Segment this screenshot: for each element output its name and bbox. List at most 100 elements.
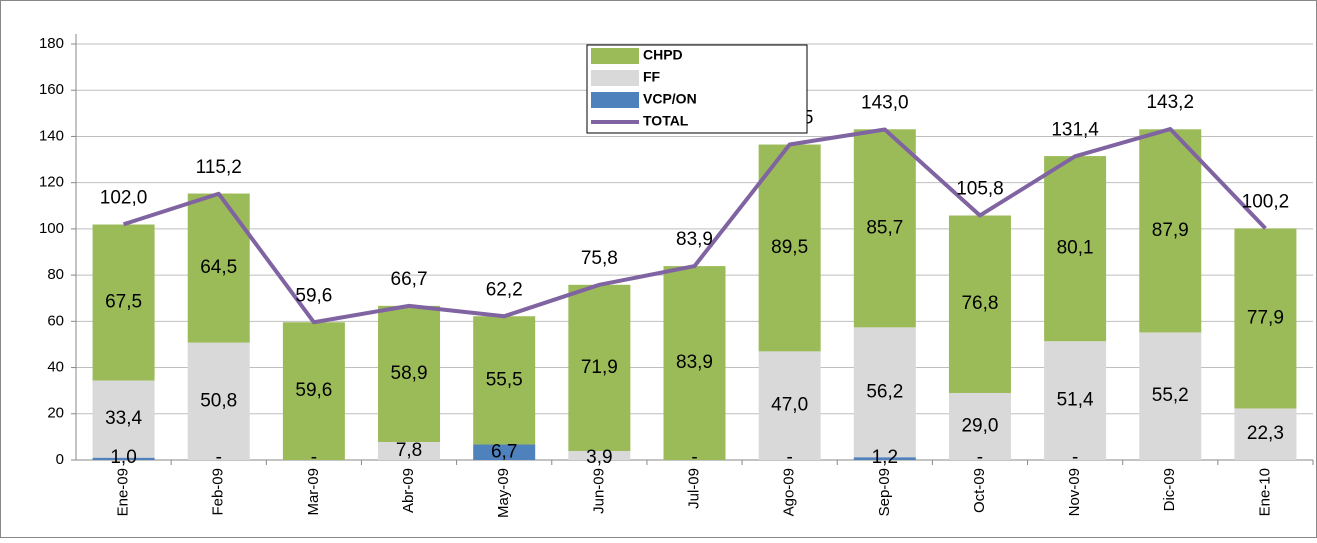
value-label: 33,4 [105,408,142,429]
total-line [122,127,1267,325]
line-value-label: 102,0 [100,187,148,208]
y-tick-label: 0 [56,451,64,468]
y-tick-label: 140 [39,127,64,144]
line-value-label: 143,2 [1146,92,1194,113]
value-label: 50,8 [200,390,237,411]
bar-segment [282,322,345,460]
x-tick-label: Nov-09 [1066,468,1083,516]
bar-segment [473,444,536,460]
bar-segment [473,316,536,445]
value-label: 6,7 [491,441,517,462]
value-label: - [786,447,792,468]
legend-label: VCP/ON [643,91,697,107]
bar-segment [92,457,155,460]
legend-swatch [591,48,639,64]
bar-segment [948,392,1011,460]
value-label: 7,8 [396,440,422,461]
bar-segment [1234,408,1297,460]
value-label: - [691,447,697,468]
bar-segment [187,342,250,460]
value-label: 87,9 [1152,220,1189,241]
x-tick-label: Sep-09 [876,468,893,516]
line-value-label: 75,8 [581,248,618,269]
bar-segment [853,327,916,458]
value-label: 77,9 [1247,307,1284,328]
bar-segment [1139,129,1202,333]
y-tick-label: 60 [47,312,64,329]
value-label: 58,9 [391,363,428,384]
value-label: 67,5 [105,292,142,313]
value-label: 55,5 [486,369,523,390]
value-label: 59,6 [295,380,332,401]
value-label: 76,8 [961,293,998,314]
value-label: - [311,447,317,468]
x-tick-label: Mar-09 [305,468,322,516]
bar-segment [1234,228,1297,409]
y-tick-label: 100 [39,220,64,237]
y-tick-label: 80 [47,266,64,283]
line-value-label: 115,2 [196,157,242,178]
x-tick-label: Ene-09 [115,468,132,516]
value-label: 71,9 [581,357,618,378]
value-label: 3,9 [586,447,612,468]
value-label: - [216,447,222,468]
y-tick-label: 180 [39,35,64,52]
x-tick-label: Ago-09 [781,468,798,516]
x-tick-label: Oct-09 [971,468,988,513]
line-value-label: 143,0 [861,93,909,114]
y-tick-label: 160 [39,81,64,98]
x-tick-label: Ene-10 [1256,468,1273,516]
bar-segment [1044,341,1107,460]
bar-segment [378,305,441,442]
value-label: 64,5 [200,257,237,278]
bar-segment [663,266,726,460]
bar-segment [853,457,916,460]
value-label: 1,2 [872,447,898,468]
legend-label: TOTAL [643,113,689,129]
value-label: 83,9 [676,352,713,373]
value-label: 29,0 [961,416,998,437]
line-value-label: 100,2 [1242,191,1290,212]
line-value-label: 131,4 [1051,119,1099,140]
value-label: 47,0 [771,395,808,416]
x-tick-label: Feb-09 [210,468,227,516]
value-label: - [977,447,983,468]
legend-label: CHPD [643,47,683,63]
x-tick-label: Dic-09 [1161,468,1178,511]
value-label: 51,4 [1057,390,1094,411]
bar-segment [568,450,631,460]
line-value-label: 105,8 [956,179,1004,200]
x-tick-label: Jun-09 [590,468,607,514]
y-tick-label: 120 [39,174,64,191]
line-value-label: 66,7 [391,269,428,290]
y-tick-label: 20 [47,405,64,422]
legend-swatch [591,92,639,108]
value-label: 89,5 [771,237,808,258]
bar-segment [92,380,155,458]
value-label: 22,3 [1247,423,1284,444]
value-label: - [1072,447,1078,468]
bar-segment [853,129,916,328]
legend-label: FF [643,69,661,85]
value-label: 80,1 [1057,238,1094,259]
bar-segment [1044,156,1107,342]
y-tick-label: 40 [47,359,64,376]
bar-segment [758,351,821,460]
value-label: 55,2 [1152,385,1189,406]
bar-segment [378,441,441,460]
value-label: 85,7 [866,217,903,238]
value-label: 56,2 [866,381,903,402]
value-label: 1,0 [110,447,136,468]
x-tick-label: Abr-09 [400,468,417,513]
legend-swatch [591,70,639,86]
line-value-label: 62,2 [486,279,523,300]
bar-segment [92,224,155,381]
bar-segment [1139,332,1202,460]
line-value-label: 59,6 [295,285,332,306]
x-tick-label: Jul-09 [685,468,702,509]
line-value-label: 83,9 [676,229,713,250]
bar-segment [568,284,631,451]
bar-segment [948,215,1011,393]
bar-segment [758,144,821,352]
